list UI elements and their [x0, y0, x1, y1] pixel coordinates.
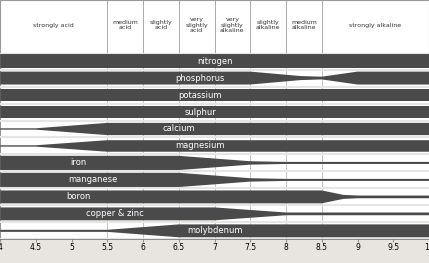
- Text: slightly
alkaline: slightly alkaline: [256, 20, 281, 31]
- Text: manganese: manganese: [68, 175, 118, 184]
- Bar: [107, 0, 143, 53]
- Text: phosphorus: phosphorus: [175, 74, 225, 83]
- Text: calcium: calcium: [163, 124, 195, 134]
- Polygon shape: [0, 89, 429, 101]
- Bar: [322, 0, 429, 53]
- Text: copper & zinc: copper & zinc: [85, 209, 143, 218]
- Polygon shape: [0, 208, 429, 220]
- Polygon shape: [0, 173, 429, 187]
- Text: medium
alkaline: medium alkaline: [291, 20, 317, 31]
- Bar: [179, 0, 214, 53]
- Text: sulphur: sulphur: [184, 108, 216, 117]
- Text: magnesium: magnesium: [175, 141, 225, 150]
- Polygon shape: [0, 72, 429, 84]
- Polygon shape: [0, 224, 429, 237]
- Text: very
slightly
acid: very slightly acid: [185, 17, 208, 33]
- Bar: [286, 0, 322, 53]
- Text: nitrogen: nitrogen: [197, 57, 232, 65]
- Text: very
slightly
alkaline: very slightly alkaline: [220, 17, 245, 33]
- Text: strongly acid: strongly acid: [33, 23, 74, 28]
- Polygon shape: [0, 156, 429, 170]
- Polygon shape: [0, 106, 429, 118]
- Text: slightly
acid: slightly acid: [149, 20, 172, 31]
- Text: boron: boron: [66, 193, 91, 201]
- Text: medium
acid: medium acid: [112, 20, 138, 31]
- Bar: [250, 0, 286, 53]
- Text: iron: iron: [70, 158, 87, 168]
- Polygon shape: [0, 54, 429, 68]
- Polygon shape: [0, 123, 429, 135]
- Bar: [143, 0, 179, 53]
- Text: molybdenum: molybdenum: [187, 226, 242, 235]
- Bar: [214, 0, 250, 53]
- Polygon shape: [0, 140, 429, 152]
- Bar: [0, 0, 107, 53]
- Polygon shape: [0, 190, 429, 203]
- Text: potassium: potassium: [178, 90, 222, 99]
- Text: strongly alkaline: strongly alkaline: [349, 23, 402, 28]
